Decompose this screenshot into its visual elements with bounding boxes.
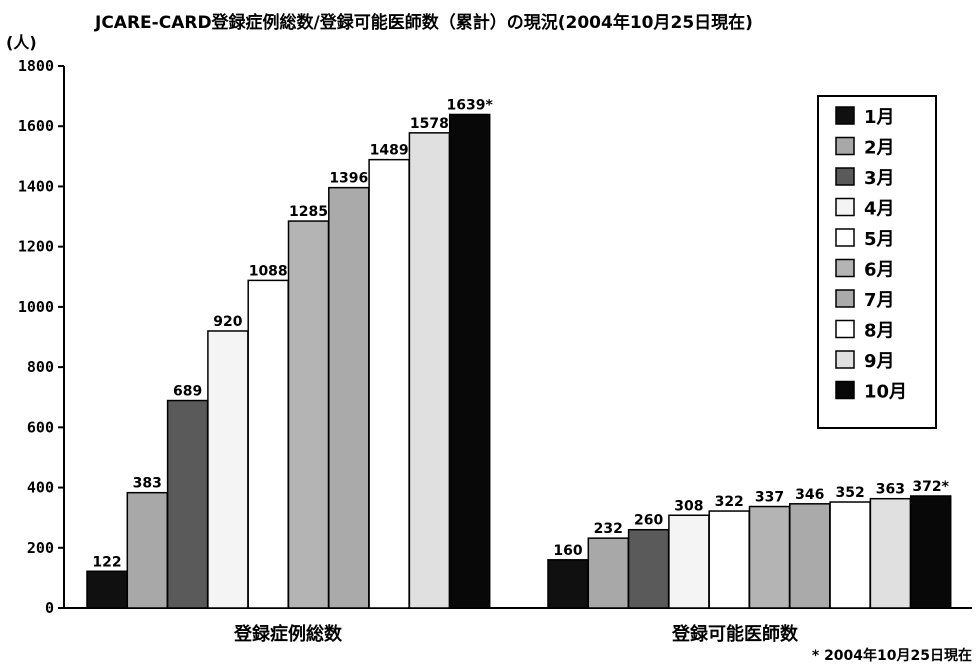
y-axis-unit: (人) (6, 33, 37, 52)
data-label: 260 (634, 513, 663, 529)
bar (126, 491, 169, 609)
chart-title: JCARE-CARD登録症例総数/登録可能医師数（累計）の現況(2004年10月… (94, 12, 753, 33)
legend-label: 4月 (864, 199, 895, 220)
legend-swatch (835, 228, 855, 247)
legend-label: 3月 (864, 168, 895, 189)
data-label: 1578 (410, 116, 449, 132)
x-axis-categories: 登録症例総数 登録可能医師数 (233, 623, 799, 645)
legend-swatch (835, 106, 855, 125)
data-label: 346 (795, 487, 824, 503)
data-label: 920 (213, 314, 242, 330)
bar (287, 220, 330, 609)
bar (668, 514, 710, 609)
bar (448, 113, 491, 609)
data-label: 322 (715, 494, 744, 510)
y-tick-label: 800 (27, 358, 54, 376)
data-label: 363 (876, 482, 905, 498)
legend-label: 9月 (864, 351, 895, 372)
bar (587, 537, 630, 609)
data-label: 232 (594, 521, 623, 537)
y-tick-label: 200 (27, 539, 54, 557)
data-label: 337 (755, 490, 784, 506)
data-label: 122 (92, 554, 121, 570)
bar (708, 510, 750, 609)
legend-label: 7月 (864, 290, 895, 311)
legend-label: 10月 (864, 382, 907, 403)
legend-label: 2月 (864, 138, 895, 159)
footnote: * 2004年10月25日現在 (812, 647, 972, 664)
y-tick-label: 1000 (18, 298, 54, 316)
y-tick-label: 0 (45, 599, 54, 617)
y-tick-label: 1600 (18, 117, 54, 135)
data-label: 160 (553, 543, 582, 559)
legend-label: 1月 (864, 107, 895, 128)
data-label: 1285 (289, 204, 328, 220)
data-label: 308 (674, 498, 703, 514)
data-label: 372* (912, 479, 949, 495)
bar (207, 330, 249, 609)
bar (408, 132, 451, 609)
legend-swatch (835, 197, 855, 217)
data-label: 352 (835, 485, 864, 501)
legend-label: 8月 (864, 321, 895, 342)
category-label: 登録症例総数 (233, 623, 343, 645)
legend-swatch (835, 289, 855, 308)
bar (166, 399, 209, 609)
legend: 1月 2月 3月 4月 5月 6月 7月 8月 9月 10月 (817, 95, 937, 429)
plot-area: 0 200 400 600 800 1000 1200 1400 1600 1800 122 383… (18, 57, 972, 645)
legend-swatch (835, 167, 855, 186)
data-label: 1489 (370, 143, 409, 159)
bar (247, 279, 289, 609)
legend-swatch (835, 319, 855, 339)
bar (547, 559, 589, 609)
bar (829, 501, 871, 609)
bar (748, 505, 791, 609)
legend-swatch (835, 380, 855, 400)
bar (328, 186, 370, 609)
data-label: 1088 (249, 263, 288, 279)
y-tick-label: 600 (27, 418, 54, 436)
bar (368, 158, 410, 609)
category-label: 登録可能医師数 (671, 623, 799, 645)
data-label: 1396 (329, 171, 368, 187)
legend-swatch (835, 136, 855, 156)
bar-group: 160 232 260 308 322 337 346 352 363 372* (547, 479, 952, 609)
legend-swatch (835, 258, 855, 278)
y-tick-label: 1400 (18, 177, 54, 195)
bar (909, 495, 952, 609)
y-tick-label: 1800 (18, 57, 54, 75)
bar (627, 528, 670, 609)
bar (869, 497, 912, 609)
legend-label: 5月 (864, 229, 895, 250)
legend-label: 6月 (864, 260, 895, 281)
y-axis: 0 200 400 600 800 1000 1200 1400 1600 1800 (18, 57, 64, 617)
data-label: 383 (133, 476, 162, 492)
data-label: 689 (173, 384, 202, 400)
data-label: 1639* (447, 97, 494, 113)
bar (789, 503, 831, 609)
legend-swatch (835, 350, 855, 369)
bar (86, 570, 128, 609)
y-tick-label: 400 (27, 479, 54, 497)
y-tick-label: 1200 (18, 238, 54, 256)
